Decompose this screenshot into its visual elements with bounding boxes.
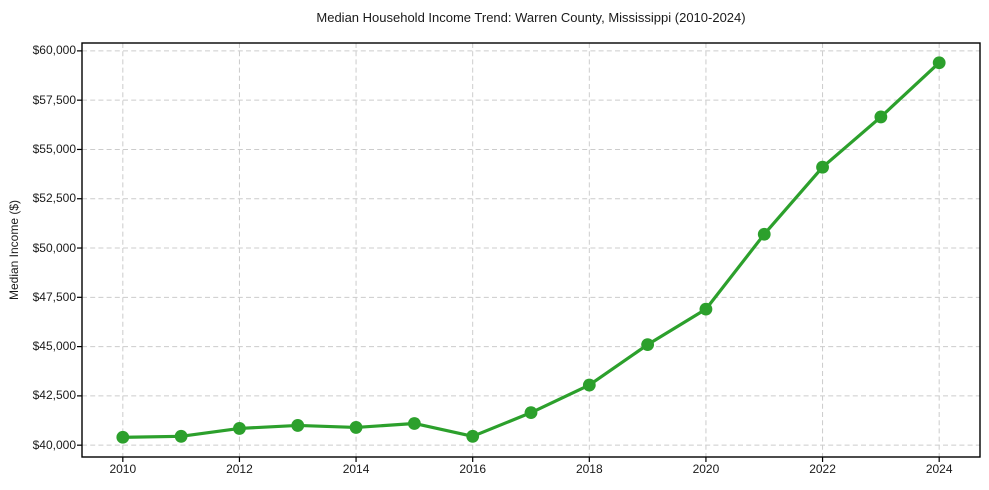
y-tick-label: $47,500 [32,289,76,304]
data-point [816,160,829,174]
trend-line [121,61,941,439]
x-tick-label: 2016 [459,462,487,476]
data-point [582,378,596,392]
data-point [466,429,480,443]
data-point [874,110,888,124]
data-point [757,227,771,241]
y-tick-label: $55,000 [32,141,76,156]
y-tick-label: $50,000 [32,240,76,255]
y-tick-label: $42,500 [32,388,76,403]
data-point [291,419,305,432]
x-tick-label: 2014 [342,462,370,476]
data-point [174,429,188,443]
data-point [116,430,130,444]
y-tick-label: $40,000 [32,437,76,452]
y-tick-label: $60,000 [32,43,76,58]
x-tick-label: 2020 [692,462,720,476]
x-tick-label: 2012 [226,462,253,476]
x-tick-label: 2024 [925,462,953,476]
data-point [932,56,946,70]
x-tick-label: 2022 [809,462,836,476]
y-tick-label: $52,500 [32,191,76,206]
data-point [699,302,713,316]
data-point [233,422,246,435]
chart-title: Median Household Income Trend: Warren Co… [316,10,746,25]
y-tick-label: $57,500 [32,92,76,107]
data-point [524,406,538,420]
data-point [641,338,655,352]
x-tick-label: 2018 [575,462,603,476]
x-tick-label: 2010 [109,462,137,476]
data-point [349,421,363,434]
y-tick-label: $45,000 [32,339,76,354]
data-point [407,417,421,430]
plot-border [81,42,981,458]
